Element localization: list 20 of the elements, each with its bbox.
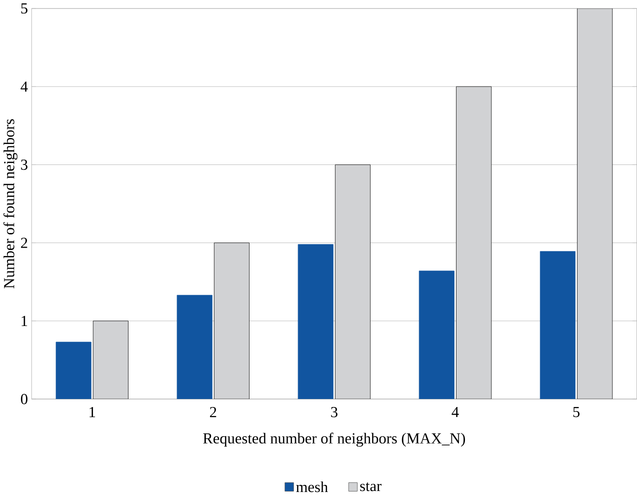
y-axis-title: Number of found neighbors [3,119,18,289]
x-tick-label: 2 [210,407,216,418]
x-tick-label: 3 [331,407,338,418]
x-tick-label: 4 [452,407,459,418]
y-tick-label: 4 [20,82,28,92]
bar [214,242,250,400]
bar [456,86,492,400]
legend-label: mesh [296,482,328,492]
bar [577,8,613,400]
y-tick-label: 0 [20,394,28,404]
y-tick-label: 5 [21,4,28,14]
y-tick-label: 1 [22,316,28,326]
x-tick-label: 1 [90,407,96,418]
bar [335,164,371,400]
y-tick-label: 2 [21,238,28,248]
y-tick-label: 3 [21,160,28,170]
legend-label: star [360,482,382,492]
x-tick-label: 5 [573,407,580,418]
bar [92,320,128,400]
x-axis-title: Requested number of neighbors (MAX_N) [203,432,465,447]
